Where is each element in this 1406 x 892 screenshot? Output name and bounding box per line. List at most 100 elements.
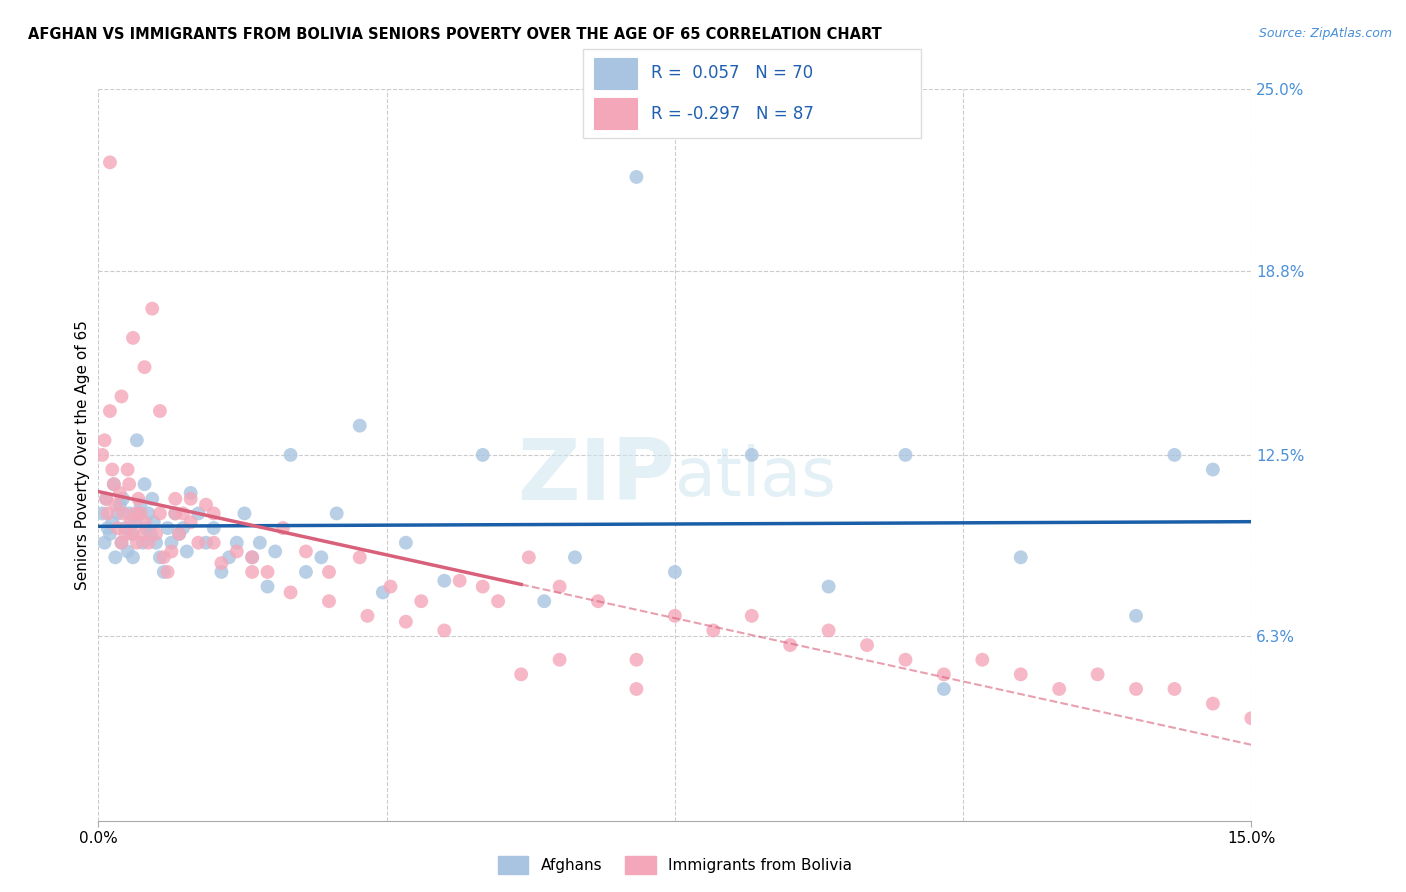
Point bbox=[1163, 681, 1185, 696]
Point bbox=[103, 477, 125, 491]
Point bbox=[1125, 608, 1147, 623]
Point bbox=[817, 580, 839, 594]
Point bbox=[152, 550, 174, 565]
Point bbox=[856, 638, 879, 652]
Point bbox=[108, 486, 131, 500]
Point bbox=[94, 491, 117, 506]
Point bbox=[93, 535, 115, 549]
Point bbox=[240, 550, 263, 565]
Point bbox=[311, 550, 333, 565]
Point bbox=[103, 477, 125, 491]
Point bbox=[180, 486, 202, 500]
Point bbox=[176, 544, 198, 558]
Point bbox=[172, 507, 194, 521]
Point bbox=[318, 594, 340, 608]
Point bbox=[779, 638, 801, 652]
Point bbox=[349, 418, 371, 433]
Point bbox=[817, 624, 839, 638]
Point bbox=[1240, 711, 1263, 725]
Point bbox=[110, 535, 132, 549]
Point bbox=[156, 565, 179, 579]
Point bbox=[187, 507, 209, 521]
Point bbox=[145, 535, 167, 549]
Point bbox=[120, 515, 142, 529]
Point bbox=[98, 527, 121, 541]
Point bbox=[108, 498, 131, 512]
Point bbox=[395, 535, 418, 549]
Point bbox=[1047, 681, 1070, 696]
Point bbox=[280, 585, 302, 599]
Point bbox=[1087, 667, 1109, 681]
Point bbox=[138, 535, 160, 549]
Point bbox=[122, 550, 145, 565]
Text: AFGHAN VS IMMIGRANTS FROM BOLIVIA SENIORS POVERTY OVER THE AGE OF 65 CORRELATION: AFGHAN VS IMMIGRANTS FROM BOLIVIA SENIOR… bbox=[28, 27, 882, 42]
Point bbox=[127, 507, 149, 521]
Point bbox=[664, 565, 686, 579]
Point bbox=[972, 653, 994, 667]
Point bbox=[152, 565, 174, 579]
Point bbox=[135, 521, 157, 535]
Point bbox=[471, 448, 494, 462]
Point bbox=[318, 565, 340, 579]
Point bbox=[702, 624, 724, 638]
Point bbox=[107, 521, 129, 535]
Point bbox=[380, 580, 402, 594]
Point bbox=[218, 550, 240, 565]
Point bbox=[142, 515, 165, 529]
Point bbox=[127, 491, 149, 506]
Point bbox=[134, 515, 156, 529]
Point bbox=[167, 527, 190, 541]
Point bbox=[256, 565, 278, 579]
Point bbox=[114, 521, 136, 535]
Point bbox=[1202, 697, 1225, 711]
FancyBboxPatch shape bbox=[583, 49, 921, 138]
Point bbox=[132, 527, 155, 541]
Point bbox=[209, 565, 232, 579]
Point bbox=[97, 507, 120, 521]
Point bbox=[141, 301, 163, 316]
Point bbox=[110, 389, 132, 403]
Point bbox=[449, 574, 471, 588]
Point bbox=[111, 491, 134, 506]
Text: Source: ZipAtlas.com: Source: ZipAtlas.com bbox=[1258, 27, 1392, 40]
Point bbox=[107, 507, 129, 521]
Point bbox=[110, 535, 132, 549]
Point bbox=[240, 550, 263, 565]
Point bbox=[114, 527, 136, 541]
Point bbox=[187, 535, 209, 549]
Point bbox=[586, 594, 609, 608]
Point bbox=[122, 527, 145, 541]
Point bbox=[1010, 550, 1032, 565]
Point bbox=[548, 580, 571, 594]
Point bbox=[111, 507, 134, 521]
Point bbox=[156, 521, 179, 535]
Point bbox=[433, 574, 456, 588]
Point bbox=[97, 521, 120, 535]
Point bbox=[741, 608, 763, 623]
Point bbox=[349, 550, 371, 565]
Point bbox=[325, 507, 347, 521]
Point bbox=[271, 521, 294, 535]
Point bbox=[664, 608, 686, 623]
Point bbox=[295, 544, 318, 558]
Text: atlas: atlas bbox=[675, 444, 835, 510]
Point bbox=[932, 667, 955, 681]
Point bbox=[93, 434, 115, 448]
Point bbox=[202, 507, 225, 521]
Point bbox=[471, 580, 494, 594]
Point bbox=[172, 521, 194, 535]
Point bbox=[94, 491, 117, 506]
Point bbox=[517, 550, 540, 565]
Point bbox=[533, 594, 555, 608]
Point bbox=[486, 594, 509, 608]
FancyBboxPatch shape bbox=[593, 58, 637, 89]
Point bbox=[233, 507, 256, 521]
Point bbox=[118, 507, 141, 521]
Point bbox=[104, 498, 127, 512]
Point bbox=[225, 544, 247, 558]
Point bbox=[202, 535, 225, 549]
Point bbox=[132, 535, 155, 549]
Point bbox=[165, 491, 187, 506]
Point bbox=[117, 544, 139, 558]
Point bbox=[180, 491, 202, 506]
